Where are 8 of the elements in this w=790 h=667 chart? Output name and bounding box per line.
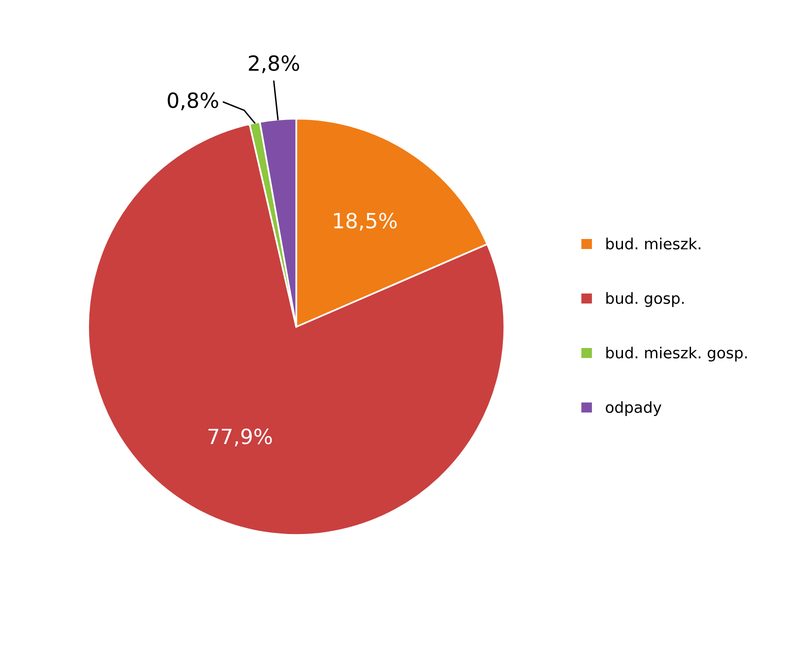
legend-label: bud. mieszk. — [606, 238, 700, 250]
legend-label: odpady — [606, 401, 662, 416]
data-label: 2,8% — [248, 55, 300, 74]
data-label: 77,9% — [208, 428, 272, 446]
data-label: 18,5% — [334, 212, 397, 231]
legend-label: bud. mieszk. gosp. — [606, 346, 747, 362]
legend-label: bud. gosp. — [606, 292, 684, 307]
data-label: 0,8% — [168, 92, 218, 110]
